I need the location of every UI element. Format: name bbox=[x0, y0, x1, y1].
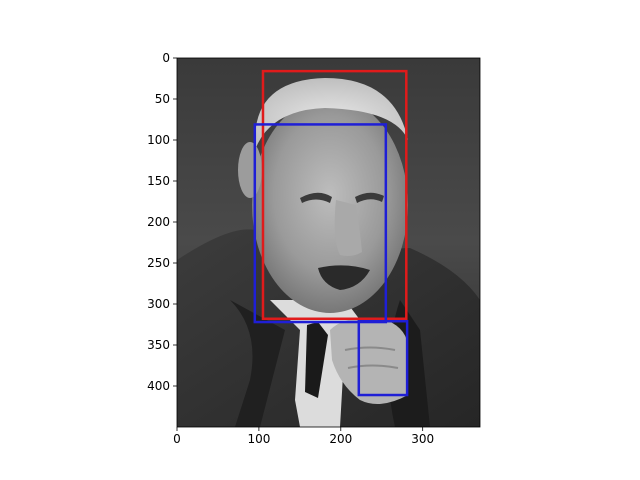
y-tick-label: 150 bbox=[147, 174, 170, 188]
y-axis: 0 50 100 150 200 250 300 350 400 bbox=[147, 51, 177, 393]
bounding-boxes bbox=[253, 69, 409, 397]
x-tick-label: 300 bbox=[411, 432, 434, 446]
x-tick-label: 0 bbox=[173, 432, 181, 446]
y-tick-label: 50 bbox=[155, 92, 170, 106]
x-tick-label: 100 bbox=[247, 432, 270, 446]
axes-frame bbox=[176, 57, 481, 428]
y-tick-label: 100 bbox=[147, 133, 170, 147]
y-tick-label: 200 bbox=[147, 215, 170, 229]
y-tick-label: 350 bbox=[147, 338, 170, 352]
bounding-box-3 bbox=[357, 319, 409, 397]
y-tick-label: 300 bbox=[147, 297, 170, 311]
y-tick-label: 0 bbox=[162, 51, 170, 65]
x-tick-label: 200 bbox=[329, 432, 352, 446]
bounding-box-2 bbox=[253, 123, 388, 324]
bounding-box-1 bbox=[261, 69, 408, 321]
portrait-photo bbox=[177, 58, 480, 427]
x-axis: 0 100 200 300 bbox=[173, 427, 434, 446]
y-tick-label: 250 bbox=[147, 256, 170, 270]
y-tick-label: 400 bbox=[147, 379, 170, 393]
